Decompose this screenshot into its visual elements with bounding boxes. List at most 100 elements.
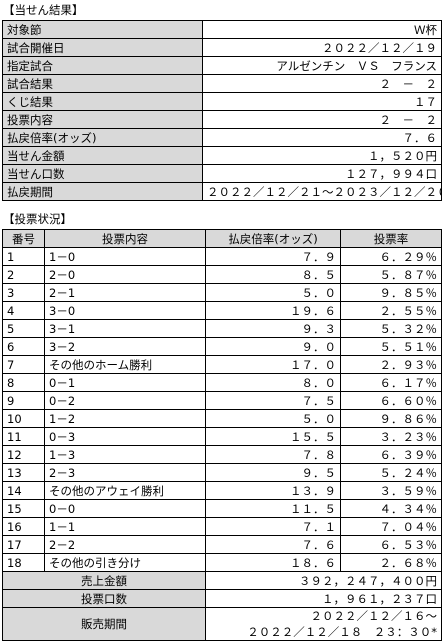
cell: １９．６ bbox=[205, 301, 341, 320]
cell: ７．８ bbox=[205, 445, 341, 464]
cell: 0－3 bbox=[44, 427, 206, 446]
cell: ６．１７％ bbox=[340, 373, 442, 392]
cell: 1－3 bbox=[44, 445, 206, 464]
section-title: 【投票状況】 bbox=[3, 212, 72, 226]
row: 16 1－1 ７．１ ７．０４％ bbox=[2, 517, 442, 536]
row: 当せん金額 １，５２０円 bbox=[2, 146, 442, 165]
cell: 5 bbox=[2, 319, 45, 338]
cell: 3－1 bbox=[44, 319, 206, 338]
cell: 0－1 bbox=[44, 373, 206, 392]
cell: １３．９ bbox=[205, 481, 341, 500]
cell: 0－2 bbox=[44, 391, 206, 410]
footer-value: １，９６１，２３７口 bbox=[205, 589, 442, 608]
cell: １８．６ bbox=[205, 553, 341, 572]
cell: 1 bbox=[2, 247, 45, 266]
label-cell: 当せん口数 bbox=[2, 164, 203, 183]
section-title: 【当せん結果】 bbox=[3, 3, 84, 17]
footer-text: ２０２２／１２／１８ ２３：３０* bbox=[247, 625, 437, 639]
label-cell: 払戻期間 bbox=[2, 182, 203, 201]
header-row: 番号 投票内容 払戻倍率(オッズ) 投票率 bbox=[2, 229, 442, 248]
footer-label: 売上金額 bbox=[2, 571, 206, 590]
row: 14 その他のアウェイ勝利 １３．９ ３．５９％ bbox=[2, 481, 442, 500]
row: 15 0－0 １１．５ ４．３４％ bbox=[2, 499, 442, 518]
cell: ７．１ bbox=[205, 517, 341, 536]
cell: 12 bbox=[2, 445, 45, 464]
value-cell: １，５２０円 bbox=[202, 146, 442, 165]
cell: 1－2 bbox=[44, 409, 206, 428]
result-table: 対象節 Ｗ杯 試合開催日 ２０２２／１２／１９ 指定試合 アルゼンチン ＶＳ フランス 試合… bbox=[2, 20, 442, 201]
cell: １５．５ bbox=[205, 427, 341, 446]
cell: ５．８７％ bbox=[340, 265, 442, 284]
cell: 1－0 bbox=[44, 247, 206, 266]
footer-value: ３９２，２４７，４００円 bbox=[205, 571, 442, 590]
status-table: 番号 投票内容 払戻倍率(オッズ) 投票率 1 1－0 ７．９ ６．２９％ 2 2－0 ８．５ ５．８… bbox=[2, 229, 442, 641]
cell: その他の引き分け bbox=[44, 553, 206, 572]
cell: 1－1 bbox=[44, 517, 206, 536]
footer-text: １，９６１，２３７口 bbox=[322, 591, 437, 606]
cell: ５．０ bbox=[205, 283, 341, 302]
label-cell: 対象節 bbox=[2, 20, 203, 39]
row: 投票内容 ２ － ２ bbox=[2, 110, 442, 129]
cell: 8 bbox=[2, 373, 45, 392]
footer-row: 投票口数 １，９６１，２３７口 bbox=[2, 589, 442, 608]
cell: 2－0 bbox=[44, 265, 206, 284]
cell: ９．５ bbox=[205, 463, 341, 482]
cell: 3－0 bbox=[44, 301, 206, 320]
cell: 2－3 bbox=[44, 463, 206, 482]
header-cell: 払戻倍率(オッズ) bbox=[205, 229, 341, 248]
row: 13 2－3 ９．５ ５．２４％ bbox=[2, 463, 442, 482]
label-cell: 試合結果 bbox=[2, 74, 203, 93]
cell: 17 bbox=[2, 535, 45, 554]
label-cell: 当せん金額 bbox=[2, 146, 203, 165]
cell: ９．０ bbox=[205, 337, 341, 356]
cell: 3－2 bbox=[44, 337, 206, 356]
row: 試合結果 ２ － ２ bbox=[2, 74, 442, 93]
footer-label: 販売期間 bbox=[2, 607, 206, 641]
value-cell: ２ － ２ bbox=[202, 110, 442, 129]
cell: ２．９３％ bbox=[340, 355, 442, 374]
cell: 2－2 bbox=[44, 535, 206, 554]
row: 払戻期間 ２０２２／１２／２１～２０２３／１２／２０ bbox=[2, 182, 442, 201]
label-cell: 試合開催日 bbox=[2, 38, 203, 57]
row: 2 2－0 ８．５ ５．８７％ bbox=[2, 265, 442, 284]
cell: 3 bbox=[2, 283, 45, 302]
cell: 18 bbox=[2, 553, 45, 572]
cell: ５．０ bbox=[205, 409, 341, 428]
row: 6 3－2 ９．０ ５．５１％ bbox=[2, 337, 442, 356]
header-cell: 番号 bbox=[2, 229, 45, 248]
row: 5 3－1 ９．３ ５．３２％ bbox=[2, 319, 442, 338]
row: 18 その他の引き分け １８．６ ２．６８％ bbox=[2, 553, 442, 572]
cell: ６．６０％ bbox=[340, 391, 442, 410]
footer-row: 売上金額 ３９２，２４７，４００円 bbox=[2, 571, 442, 590]
value-cell: ２ － ２ bbox=[202, 74, 442, 93]
cell: ９．８５％ bbox=[340, 283, 442, 302]
header-cell: 投票率 bbox=[340, 229, 442, 248]
header-cell: 投票内容 bbox=[44, 229, 206, 248]
cell: ６．２９％ bbox=[340, 247, 442, 266]
value-cell: ２０２２／１２／１９ bbox=[202, 38, 442, 57]
cell: 4 bbox=[2, 301, 45, 320]
row: 9 0－2 ７．５ ６．６０％ bbox=[2, 391, 442, 410]
cell: ３．５９％ bbox=[340, 481, 442, 500]
cell: ７．０４％ bbox=[340, 517, 442, 536]
row: 12 1－3 ７．８ ６．３９％ bbox=[2, 445, 442, 464]
row: 7 その他のホーム勝利 １７．０ ２．９３％ bbox=[2, 355, 442, 374]
label-cell: くじ結果 bbox=[2, 92, 203, 111]
value-cell: ７．６ bbox=[202, 128, 442, 147]
cell: ３．２３％ bbox=[340, 427, 442, 446]
row: 試合開催日 ２０２２／１２／１９ bbox=[2, 38, 442, 57]
cell: １７．０ bbox=[205, 355, 341, 374]
footer-row: 販売期間 ２０２２／１２／１６～ ２０２２／１２／１８ ２３：３０* bbox=[2, 607, 442, 641]
cell: 16 bbox=[2, 517, 45, 536]
footer-text: ３９２，２４７，４００円 bbox=[299, 573, 437, 588]
row: 3 2－1 ５．０ ９．８５％ bbox=[2, 283, 442, 302]
row: 11 0－3 １５．５ ３．２３％ bbox=[2, 427, 442, 446]
label-cell: 指定試合 bbox=[2, 56, 203, 75]
row: 指定試合 アルゼンチン ＶＳ フランス bbox=[2, 56, 442, 75]
cell: ８．５ bbox=[205, 265, 341, 284]
cell: ２．６８％ bbox=[340, 553, 442, 572]
cell: ５．３２％ bbox=[340, 319, 442, 338]
cell: 9 bbox=[2, 391, 45, 410]
cell: その他のアウェイ勝利 bbox=[44, 481, 206, 500]
